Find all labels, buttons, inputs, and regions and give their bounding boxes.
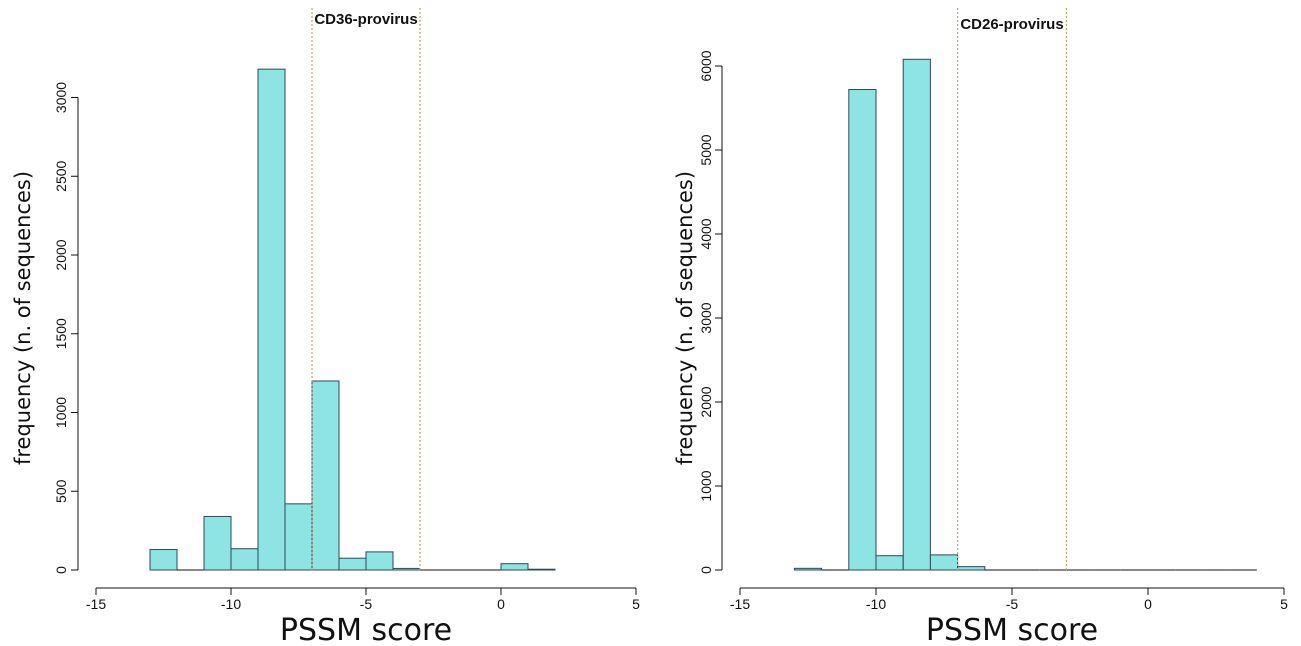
y-tick-label: 0 [698,566,714,574]
histogram-bar [848,89,877,571]
x-tick-label: -15 [86,596,106,612]
histogram-bar [527,568,556,571]
y-tick-label: 2000 [53,239,69,270]
histogram-bar [149,549,178,571]
x-tick-label: -10 [866,596,886,612]
y-tick-label: 2500 [53,160,69,191]
histogram-bar [230,548,259,571]
x-axis-label: PSSM score [926,613,1098,646]
x-tick-label: -15 [730,596,750,612]
chart-title: CD26-provirus [960,16,1063,33]
y-tick-label: 2000 [698,386,714,417]
histogram-bar [500,563,529,571]
histogram-bar [392,567,421,571]
y-tick-label: 1000 [53,397,69,428]
chart-cd26-provirus: CD26-provirus PSSM score frequency (n. o… [673,8,1288,646]
y-tick-label: 1000 [698,470,714,501]
x-tick-label: 5 [632,596,640,612]
histogram-bar [957,566,986,571]
y-tick-label: 5000 [698,134,714,165]
x-tick-label: -5 [360,596,373,612]
y-tick-label: 6000 [698,50,714,81]
histogram-bar [929,554,959,571]
x-tick-label: 0 [497,596,505,612]
chart-cd36-provirus: CD36-provirus PSSM score frequency (n. o… [11,8,640,646]
y-tick-label: 3000 [698,302,714,333]
x-tick-label: -5 [1006,596,1019,612]
y-tick-label: 4000 [698,218,714,249]
y-tick-label: 1500 [53,318,69,349]
histogram-bar [284,503,313,571]
histogram-bar [902,58,931,571]
histogram-bar [257,68,286,571]
x-tick-label: 0 [1144,596,1152,612]
x-tick-label: -10 [221,596,241,612]
histogram-bar [793,567,823,571]
y-axis-label: frequency (n. of sequences) [673,171,697,465]
histogram-bar [203,515,232,571]
chart-title: CD36-provirus [314,11,417,28]
y-tick-label: 0 [53,566,69,574]
histogram-bar [338,557,367,571]
histogram-bar [875,555,904,571]
histogram-bar [365,551,394,571]
histogram-bar [311,380,340,571]
y-tick-label: 3000 [53,82,69,113]
x-axis-label: PSSM score [280,613,452,646]
x-tick-label: 5 [1280,596,1288,612]
y-tick-label: 500 [53,479,69,503]
y-axis-label: frequency (n. of sequences) [11,171,35,465]
